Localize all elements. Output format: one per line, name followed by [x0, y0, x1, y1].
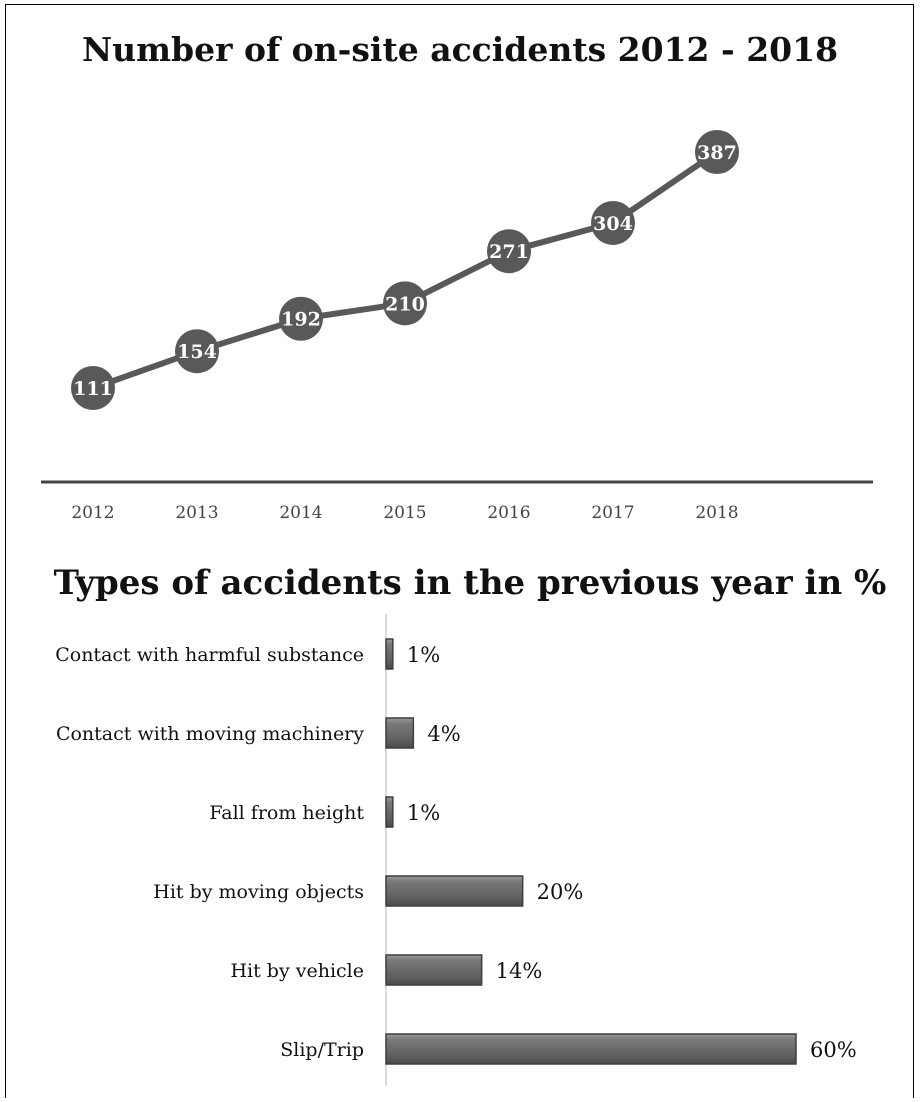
data-point-2014 [279, 296, 323, 341]
category-label: Slip/Trip [280, 1039, 364, 1061]
data-label-2018: 387 [697, 142, 737, 164]
category-label: Hit by moving objects [153, 881, 364, 903]
x-tick-label-2014: 2014 [279, 503, 322, 523]
bar-value-label: 4% [427, 722, 460, 746]
data-point-2016 [487, 229, 531, 274]
bar-value-label: 60% [810, 1038, 857, 1062]
x-tick-label-2018: 2018 [695, 503, 738, 523]
data-point-2015 [383, 281, 427, 326]
bar [385, 717, 415, 749]
category-label: Contact with moving machinery [56, 723, 364, 745]
category-label: Hit by vehicle [230, 960, 364, 982]
x-axis-ticks: 2012 2013 2014 2015 2016 2017 2018 [71, 503, 738, 523]
x-tick-label-2017: 2017 [591, 503, 634, 523]
data-label-2013: 154 [177, 341, 217, 363]
data-point-2013 [175, 329, 219, 374]
bars: Contact with harmful substance 1% Contact … [55, 638, 857, 1065]
bar-value-label: 14% [496, 959, 543, 983]
bar-chart-title: Types of accidents in the previous year … [53, 563, 887, 603]
bar [385, 954, 483, 986]
data-point-2017 [591, 200, 635, 245]
bar-value-label: 20% [537, 880, 584, 904]
x-tick-label-2015: 2015 [383, 503, 426, 523]
bar [385, 796, 394, 828]
bar [385, 1033, 797, 1065]
bar-value-label: 1% [407, 643, 440, 667]
line-points: 111 154 192 210 271 304 387 [71, 130, 739, 410]
data-label-2015: 210 [385, 293, 425, 315]
x-tick-label-2012: 2012 [71, 503, 114, 523]
data-label-2016: 271 [489, 241, 529, 263]
bar-chart: Contact with harmful substance 1% Contact … [55, 614, 857, 1086]
chart-frame [5, 4, 914, 1098]
x-tick-label-2013: 2013 [175, 503, 218, 523]
data-point-2018 [695, 130, 739, 174]
x-tick-label-2016: 2016 [487, 503, 530, 523]
data-label-2017: 304 [593, 213, 633, 235]
bar [385, 638, 394, 670]
line-chart-title: Number of on-site accidents 2012 - 2018 [81, 30, 839, 69]
category-label: Fall from height [209, 802, 364, 824]
data-label-2012: 111 [73, 378, 113, 400]
data-point-2012 [71, 366, 115, 410]
bar-value-label: 1% [407, 801, 440, 825]
category-label: Contact with harmful substance [55, 644, 364, 666]
data-label-2014: 192 [281, 309, 321, 331]
bar [385, 875, 524, 907]
